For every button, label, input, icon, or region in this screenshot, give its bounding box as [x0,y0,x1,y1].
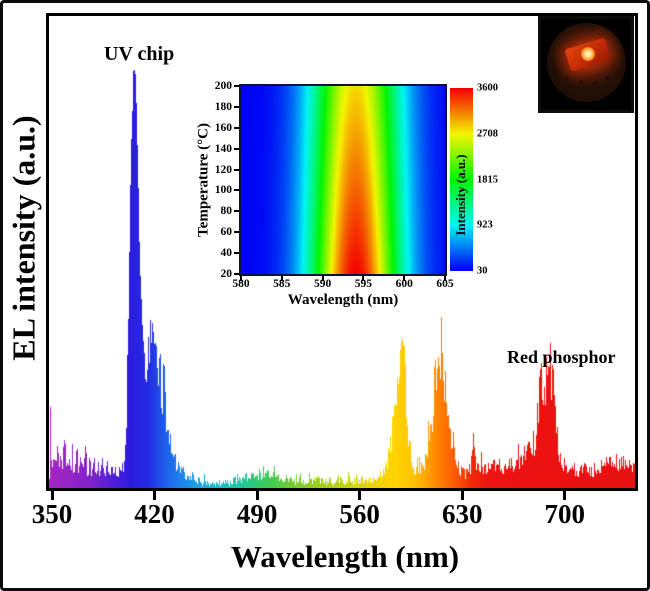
inset-x-tick-label: 595 [354,278,373,290]
inset-y-tick-mark [234,210,239,213]
colorbar-tick-label: 2708 [477,128,498,140]
inset-y-tick-mark [234,231,239,234]
inset-x-tick-label: 605 [436,278,454,290]
main-x-tick-mark [358,491,362,500]
inset-y-tick-mark [234,126,239,129]
main-x-tick-label: 490 [236,499,278,529]
main-x-tick-mark [153,491,157,500]
inset-y-tick-mark [234,85,239,87]
inset-y-tick-label: 80 [220,205,233,218]
inset-x-tick-label: 590 [313,278,332,290]
inset-y-tick-label: 200 [214,80,232,92]
main-x-tick-label: 700 [544,499,586,529]
led-photo-inset [538,16,634,113]
inset-plot-frame [239,84,447,276]
inset-x-tick-mark [321,276,324,281]
main-x-tick-mark [563,491,567,500]
inset-y-tick-label: 60 [220,226,233,239]
main-x-tick-mark [50,491,54,500]
inset-x-tick-label: 580 [232,278,250,290]
main-x-tick-mark [255,491,259,500]
inset-x-tick-mark [280,276,283,281]
main-y-axis-title: EL intensity (a.u.) [5,115,42,361]
inset-x-tick-mark [403,276,406,281]
temperature-heatmap-canvas [241,86,445,274]
inset-y-tick-label: 40 [220,247,233,260]
main-x-axis-title: Wavelength (nm) [230,539,460,574]
colorbar-tick-label: 3600 [477,82,498,94]
inset-y-tick-mark [234,273,239,275]
inset-x-tick-mark [444,276,446,281]
inset-y-tick-label: 100 [214,184,232,197]
colorbar-canvas [450,88,473,271]
inset-y-axis-title: Temperature (°C) [195,123,212,237]
inset-y-tick-label: 140 [214,142,232,155]
colorbar-tick-label: 30 [477,265,488,277]
annotation-red-phosphor: Red phosphor [507,347,616,367]
inset-x-tick-label: 585 [273,278,291,290]
inset-y-tick-label: 20 [220,268,233,280]
inset-x-axis-title: Wavelength (nm) [287,292,399,308]
annotation-uv-chip: UV chip [104,43,175,65]
inset-y-tick-mark [234,105,239,108]
inset-y-tick-label: 160 [214,121,232,134]
inset-x-tick-mark [240,276,242,281]
colorbar-tick-label: 1815 [477,174,498,185]
inset-y-tick-mark [234,168,239,171]
inset-y-tick-mark [234,147,239,150]
main-x-tick-label: 350 [31,499,73,529]
inset-y-tick-mark [234,252,239,255]
inset-y-tick-label: 180 [214,100,232,113]
colorbar-tick-label: 923 [477,219,493,231]
inset-x-tick-mark [362,276,365,281]
main-x-tick-label: 420 [134,499,175,529]
main-x-tick-label: 560 [339,499,380,529]
led-photo-bright-spot [581,47,595,61]
main-x-tick-mark [460,491,464,500]
inset-y-tick-label: 120 [214,163,232,176]
main-plot-frame [46,13,638,491]
inset-y-tick-mark [234,189,239,192]
colorbar-title: Intensity (a.u.) [453,154,468,236]
inset-x-tick-label: 600 [395,278,413,290]
main-x-tick-label: 630 [441,499,483,529]
